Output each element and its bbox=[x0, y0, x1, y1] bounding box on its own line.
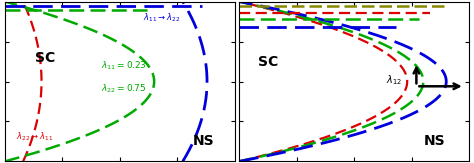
Text: $\lambda_{22} \rightarrow \lambda_{11}$: $\lambda_{22} \rightarrow \lambda_{11}$ bbox=[16, 130, 54, 142]
Text: SC: SC bbox=[35, 51, 55, 65]
Text: $\lambda_{11} = 0.23$: $\lambda_{11} = 0.23$ bbox=[101, 60, 147, 72]
Text: NS: NS bbox=[193, 134, 215, 148]
Text: NS: NS bbox=[423, 134, 445, 148]
Text: $\lambda_{12}$: $\lambda_{12}$ bbox=[386, 73, 402, 87]
Text: $\lambda_{22} = 0.75$: $\lambda_{22} = 0.75$ bbox=[101, 82, 147, 95]
Text: SC: SC bbox=[258, 55, 278, 68]
Text: $\lambda_{11} \rightarrow \lambda_{22}$: $\lambda_{11} \rightarrow \lambda_{22}$ bbox=[143, 12, 180, 24]
